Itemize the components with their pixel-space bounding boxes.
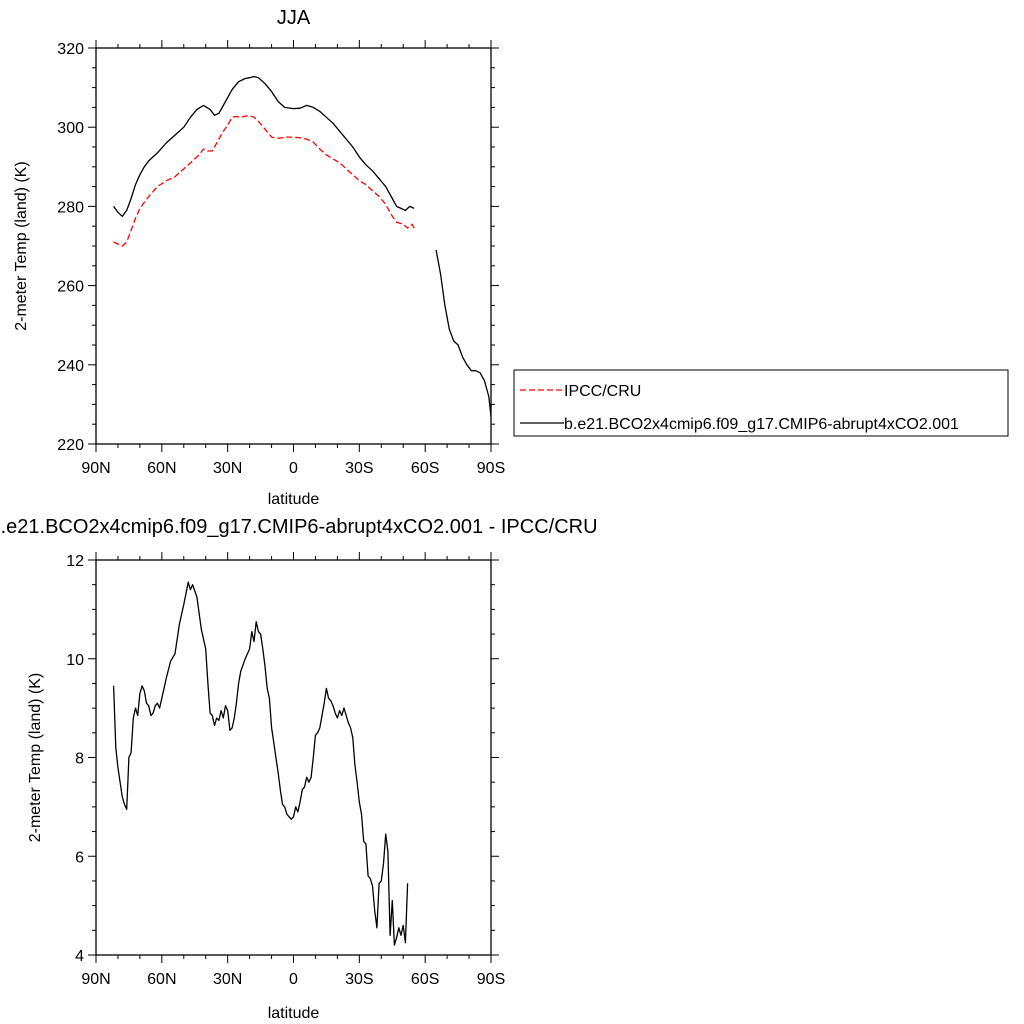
top-panel: JJA 90N 60N 30N 0 30S 60S 90S 220 240 260 280 300 320… <box>13 7 1009 508</box>
series-line-1 <box>113 115 415 247</box>
y-tick-label: 300 <box>57 120 84 137</box>
x-tick-label: 90N <box>81 460 110 477</box>
y-tick-label: 10 <box>66 652 84 669</box>
x-axis-label: latitude <box>268 1005 320 1022</box>
x-tick-label: 60S <box>411 460 439 477</box>
y-tick-label: 280 <box>57 199 84 216</box>
y-tick-label: 320 <box>57 41 84 58</box>
x-axis-label: latitude <box>268 491 320 508</box>
x-tick-label: 30S <box>345 460 373 477</box>
legend-box <box>513 369 1009 437</box>
y-tick-label: 220 <box>57 437 84 454</box>
plot-frame <box>95 559 492 956</box>
series-line-2 <box>435 249 492 417</box>
y-tick-label: 260 <box>57 279 84 296</box>
series-line-1 <box>112 581 409 946</box>
y-axis-label: 2-meter Temp (land) (K) <box>13 161 30 331</box>
x-tick-label: 30S <box>345 971 373 988</box>
chart-title: JJA <box>277 7 311 29</box>
x-tick-label: 60N <box>147 460 176 477</box>
x-tick-label: 90N <box>81 971 110 988</box>
series-line-2 <box>113 75 415 217</box>
y-tick-label: 6 <box>75 849 84 866</box>
x-tick-label: 30N <box>213 460 242 477</box>
legend-label-1: IPCC/CRU <box>564 383 641 400</box>
x-tick-label: 0 <box>289 971 298 988</box>
x-tick-label: 60N <box>147 971 176 988</box>
y-tick-label: 12 <box>66 553 84 570</box>
bottom-panel: b.e21.BCO2x4cmip6.f09_g17.CMIP6-abrupt4x… <box>0 516 598 1022</box>
legend-label-2: b.e21.BCO2x4cmip6.f09_g17.CMIP6-abrupt4x… <box>564 416 959 433</box>
x-tick-label: 30N <box>213 971 242 988</box>
plot-frame <box>95 47 492 445</box>
y-tick-label: 8 <box>75 751 84 768</box>
y-tick-label: 4 <box>75 948 84 965</box>
y-tick-label: 240 <box>57 358 84 375</box>
y-axis-label: 2-meter Temp (land) (K) <box>27 673 44 843</box>
x-tick-label: 0 <box>289 460 298 477</box>
x-tick-label: 90S <box>477 460 505 477</box>
chart-title: b.e21.BCO2x4cmip6.f09_g17.CMIP6-abrupt4x… <box>0 516 598 538</box>
x-tick-label: 90S <box>477 971 505 988</box>
x-tick-label: 60S <box>411 971 439 988</box>
